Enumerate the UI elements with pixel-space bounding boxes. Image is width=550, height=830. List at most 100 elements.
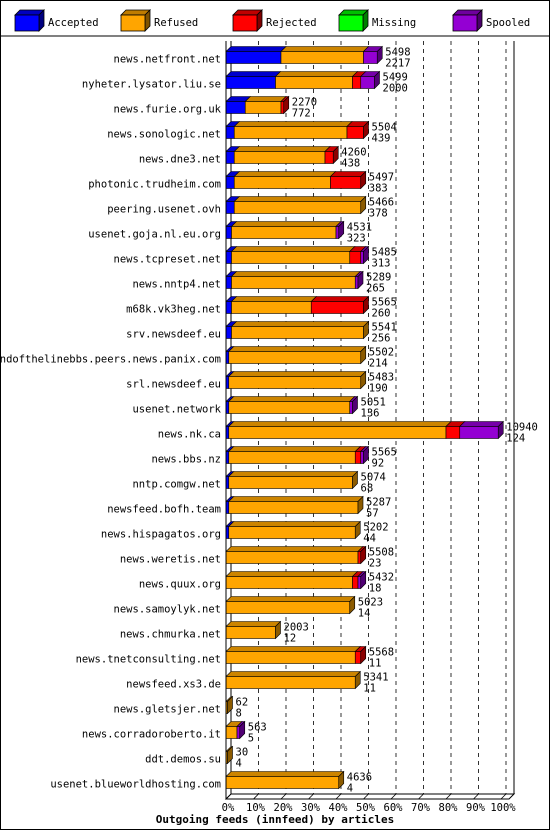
data-label-total: 4636: [347, 772, 372, 784]
bar-front: [225, 176, 235, 189]
axis-floor: [224, 793, 516, 800]
row-label: news.netfront.net: [114, 54, 221, 66]
data-label-accepted: 383: [369, 183, 388, 195]
bar-segment-refused: [225, 771, 345, 789]
grid-lines: [230, 41, 515, 794]
row-label: news.sonologic.net: [107, 129, 221, 141]
data-label-total: 5432: [369, 572, 394, 584]
bar-side: [338, 220, 345, 240]
bar-front: [233, 126, 348, 139]
data-label-total: 5568: [369, 647, 394, 659]
bar-front: [225, 726, 238, 739]
bar-segment-refused: [225, 546, 364, 564]
data-label-total: 5502: [369, 347, 394, 359]
data-label-accepted: 5: [248, 733, 254, 745]
bar-front: [233, 201, 362, 214]
bar-front: [231, 251, 351, 264]
row-label: news.nntp4.net: [132, 279, 221, 291]
bar-front: [228, 526, 356, 539]
bar-front: [280, 51, 364, 64]
bar-top: [228, 521, 361, 527]
bar-top: [233, 121, 353, 127]
table-row: ddt.demos.su 304: [145, 745, 248, 770]
bar-front: [459, 426, 499, 439]
bar-segment-refused: [228, 521, 361, 539]
table-row: endofthelinebbs.peers.news.panix.com 5502…: [1, 345, 394, 370]
data-label-accepted: 68: [361, 483, 374, 495]
bar-segment-rejected: [324, 146, 339, 164]
bar-front: [225, 201, 235, 214]
bar-front: [231, 226, 337, 239]
bar-segment-refused: [230, 321, 370, 339]
legend-swatch: [14, 14, 40, 32]
bar-front: [335, 226, 340, 239]
bar-front: [225, 126, 235, 139]
data-label-total: 5341: [363, 672, 388, 684]
row-label: news.tcpreset.net: [114, 254, 221, 266]
bar-top: [228, 446, 361, 452]
tick-mark: [473, 793, 479, 800]
bar-front: [360, 251, 364, 264]
tick-mark: [335, 793, 342, 800]
bar-side: [497, 420, 504, 440]
bar-front: [225, 226, 232, 239]
bar-top: [225, 621, 282, 627]
bar-front: [225, 76, 276, 89]
bar-segment-rejected: [310, 296, 370, 314]
tick-label: 100%: [490, 802, 516, 814]
bar-side: [360, 170, 367, 190]
bar-front: [228, 451, 356, 464]
data-label-accepted: 2000: [383, 83, 408, 95]
bar-top: [225, 771, 345, 777]
bar-front: [346, 126, 364, 139]
row-label: srl.newsdeef.eu: [126, 379, 221, 391]
data-label-total: 5051: [361, 397, 386, 409]
bar-segment-refused: [228, 496, 364, 514]
bar-top: [228, 496, 364, 502]
bar-segment-refused: [230, 246, 356, 264]
bar-side: [357, 495, 364, 515]
legend-label: Rejected: [266, 17, 317, 29]
data-label-total: 4531: [347, 222, 372, 234]
bar-front: [357, 576, 362, 589]
row-label: news.nk.ca: [158, 429, 221, 441]
bar-side: [363, 245, 369, 265]
data-label-accepted: 57: [366, 508, 379, 520]
bar-segment-refused: [228, 446, 361, 464]
tick-label: 80%: [439, 802, 459, 814]
bar-front: [225, 326, 232, 339]
bar-side: [363, 320, 369, 340]
row-label: news.hispagatos.org: [101, 529, 221, 541]
tick-label: 60%: [384, 802, 404, 814]
bar-top: [225, 646, 361, 652]
bar-top: [228, 421, 452, 427]
legend-item-refused: Refused: [120, 9, 198, 32]
bar-front: [445, 426, 461, 439]
data-label-total: 5497: [369, 172, 394, 184]
row-label: news.corradoroberto.it: [82, 729, 221, 741]
bar-front: [354, 276, 359, 289]
data-label-accepted: 323: [347, 233, 366, 245]
table-row: news.gletsjer.net 628: [114, 695, 248, 720]
data-label-total: 5485: [372, 247, 397, 259]
legend-label: Missing: [372, 17, 416, 29]
row-label: peering.usenet.ovh: [107, 204, 221, 216]
bar-front: [233, 151, 326, 164]
bar-top: [228, 346, 367, 352]
bar-front: [225, 776, 340, 789]
tick-mark: [363, 793, 369, 800]
bar-front: [349, 401, 353, 414]
data-label-accepted: 378: [369, 208, 388, 220]
legend-item-accepted: Accepted: [14, 9, 99, 32]
row-label: nyheter.lysator.liu.se: [82, 79, 221, 91]
bar-top: [225, 46, 287, 52]
bar-segment-refused: [228, 346, 367, 364]
bar-front: [225, 576, 353, 589]
bar-segment-refused: [233, 196, 367, 214]
